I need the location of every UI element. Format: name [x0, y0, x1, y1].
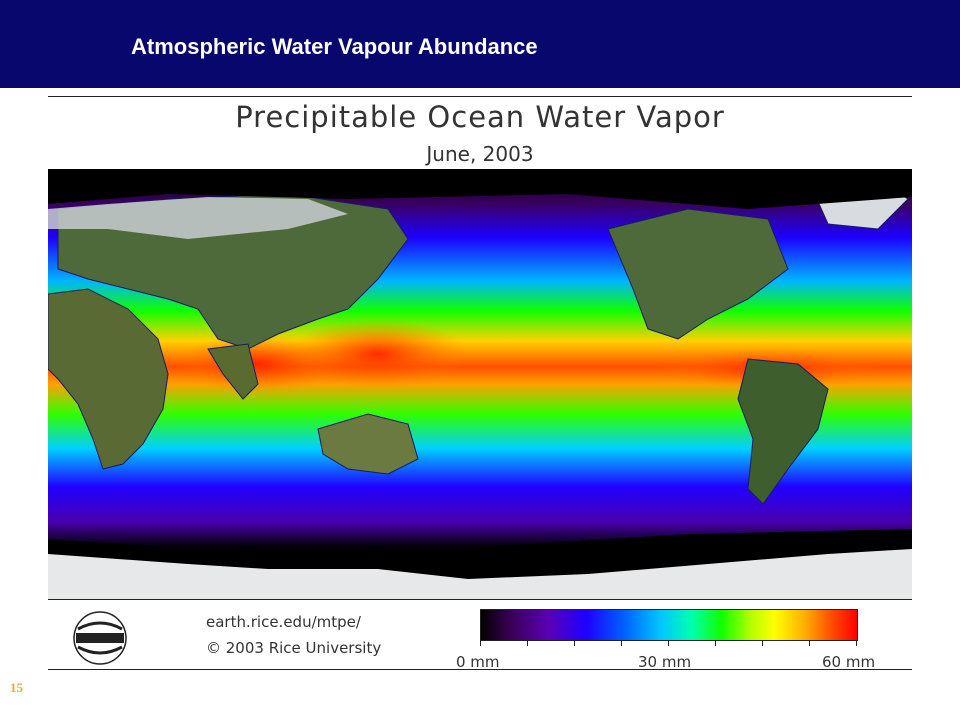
colorbar-tick — [480, 640, 481, 646]
footer-divider — [48, 599, 912, 600]
colorbar-tick — [527, 640, 528, 646]
copyright-notice: © 2003 Rice University — [206, 639, 382, 657]
museums-teaching-planet-earth-logo — [73, 611, 127, 665]
bottom-rule — [48, 669, 912, 670]
colorbar — [480, 609, 858, 641]
colorbar-label-min: 0 mm — [456, 653, 500, 671]
source-url: earth.rice.edu/mtpe/ — [206, 613, 361, 631]
colorbar-tick — [762, 640, 763, 646]
colorbar-tick — [856, 640, 857, 646]
colorbar-tick — [715, 640, 716, 646]
header-bar — [0, 0, 960, 88]
colorbar-ticks — [480, 640, 858, 648]
map-figure: Precipitable Ocean Water Vapor June, 200… — [48, 96, 912, 671]
top-rule — [48, 96, 912, 97]
slide-number: 15 — [10, 680, 23, 695]
colorbar-label-max: 60 mm — [822, 653, 876, 671]
map-subtitle: June, 2003 — [426, 142, 534, 166]
map-footer: earth.rice.edu/mtpe/ © 2003 Rice Univers… — [48, 601, 912, 671]
colorbar-tick — [668, 640, 669, 646]
colorbar-tick — [574, 640, 575, 646]
map-title: Precipitable Ocean Water Vapor — [235, 100, 725, 134]
colorbar-tick — [809, 640, 810, 646]
slide-title: Atmospheric Water Vapour Abundance — [131, 34, 538, 59]
colorbar-label-mid: 30 mm — [638, 653, 692, 671]
colorbar-tick — [621, 640, 622, 646]
water-vapor-map — [48, 169, 912, 599]
